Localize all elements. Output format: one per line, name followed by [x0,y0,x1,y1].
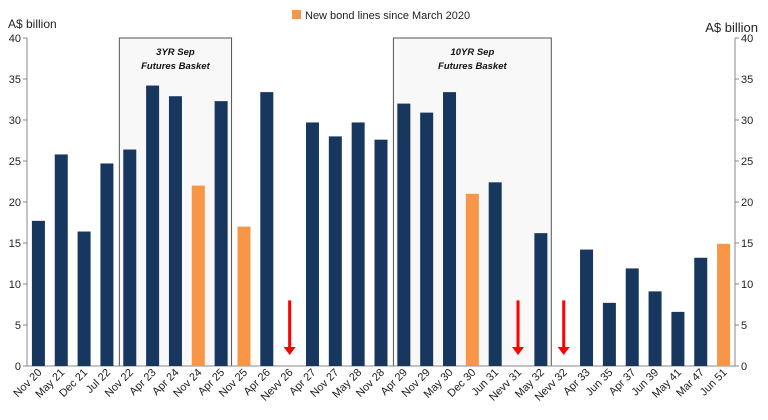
futures-basket-label: 3YR Sep [156,47,195,58]
bar [374,139,388,366]
futures-basket-label: 10YR Sep [450,47,494,58]
y-tick-label-left: 0 [15,361,21,373]
bar [465,193,479,366]
y-tick-label-right: 5 [741,320,747,332]
arrow-head [512,347,525,355]
y-tick-label-right: 30 [741,115,753,127]
y-tick-label-right: 20 [741,197,753,209]
y-axis-unit-right: A$ billion [705,20,758,35]
bar [328,136,342,366]
bar [305,122,319,367]
y-tick-label-left: 20 [9,197,21,209]
bar [54,154,68,366]
bar [625,268,639,366]
futures-basket-label: Futures Basket [438,61,507,72]
legend-label: New bond lines since March 2020 [305,10,470,22]
y-tick-label-left: 25 [9,156,21,168]
y-tick-label-left: 5 [15,320,21,332]
bar [214,101,228,366]
bar [580,249,594,366]
bar [100,163,114,366]
futures-basket-label: Futures Basket [141,61,210,72]
bar [351,122,365,367]
y-tick-label-left: 15 [9,238,21,250]
y-tick-label-left: 40 [9,33,21,45]
bar [260,92,274,367]
y-tick-label-right: 40 [741,33,753,45]
bar [648,291,662,366]
bar [534,233,548,366]
bar [397,103,411,366]
bar [488,182,502,366]
y-tick-label-left: 35 [9,74,21,86]
bar [237,226,251,366]
bar [146,85,160,366]
y-tick-label-right: 0 [741,361,747,373]
arrow-head [283,347,296,355]
y-tick-label-right: 15 [741,238,753,250]
y-axis-unit-left: A$ billion [8,17,57,31]
bar [191,185,205,366]
y-tick-label-right: 25 [741,156,753,168]
bar [717,243,731,366]
y-tick-label-left: 30 [9,115,21,127]
bar [77,231,91,366]
bar [123,149,137,366]
bar [694,257,708,366]
bar [168,96,182,366]
bar [420,112,434,367]
y-tick-label-right: 10 [741,279,753,291]
y-tick-label-right: 35 [741,74,753,86]
bar [671,311,685,366]
bar [602,302,616,366]
bar [31,220,45,366]
y-tick-label-left: 10 [9,279,21,291]
legend-swatch [292,10,301,19]
arrow-head [557,347,570,355]
bar [443,92,457,367]
